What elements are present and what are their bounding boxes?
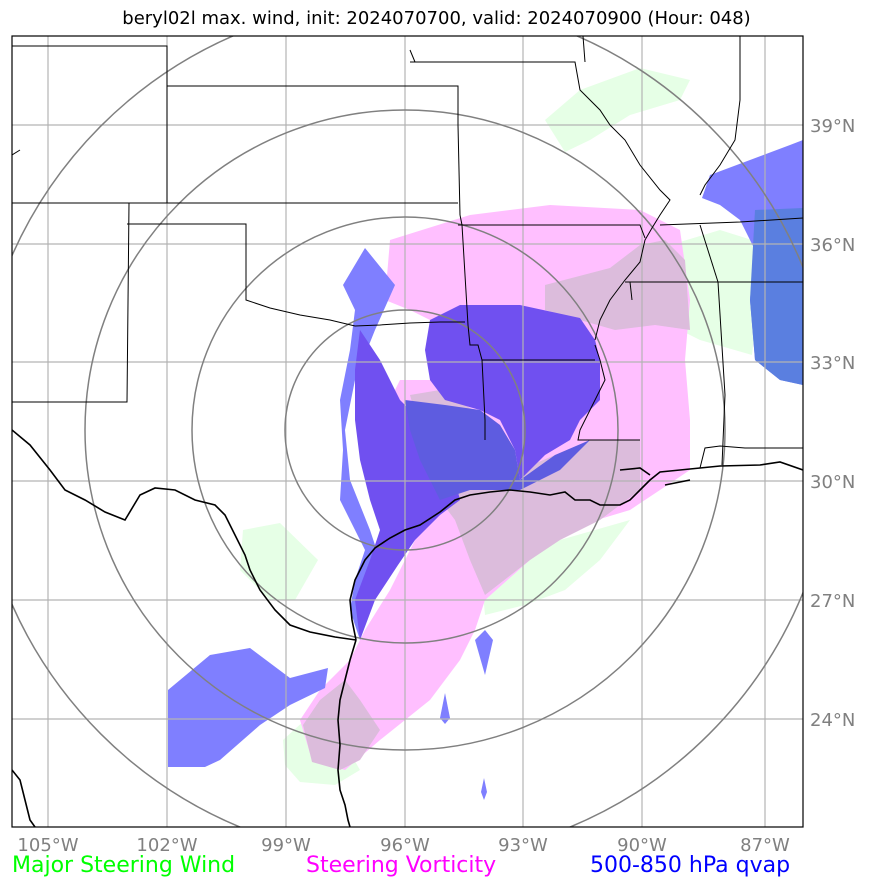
lat-label: 39°N — [810, 116, 855, 137]
qvap-region — [475, 630, 493, 675]
page-title: beryl02l max. wind, init: 2024070700, va… — [122, 8, 751, 29]
qvap-region — [425, 305, 600, 480]
map-frame — [11, 35, 804, 828]
lon-label: 93°W — [498, 835, 548, 856]
qvap-region — [340, 248, 395, 640]
graticule — [12, 36, 803, 827]
lat-label: 27°N — [810, 591, 855, 612]
qvap-region — [405, 400, 590, 500]
lon-label: 90°W — [617, 835, 667, 856]
qvap-region — [355, 330, 460, 640]
range-ring — [284, 309, 526, 551]
steering-wind-region — [480, 520, 630, 615]
lon-label: 102°W — [136, 835, 197, 856]
lat-label: 33°N — [810, 353, 855, 374]
lon-label: 96°W — [380, 835, 430, 856]
lat-label: 36°N — [810, 235, 855, 256]
latitude-labels: 39°N 36°N 33°N 30°N 27°N 24°N — [810, 116, 855, 731]
lat-label: 24°N — [810, 710, 855, 731]
coastline — [12, 429, 803, 827]
qvap-region — [168, 648, 328, 767]
lat-label: 30°N — [810, 472, 855, 493]
range-ring — [84, 109, 726, 751]
qvap-region — [440, 693, 450, 724]
steering-wind-region — [545, 68, 690, 152]
legend-steering-wind: Major Steering Wind — [12, 853, 236, 878]
longitude-labels: 105°W 102°W 99°W 96°W 93°W 90°W 87°W — [17, 835, 790, 856]
lon-label: 99°W — [261, 835, 311, 856]
range-rings — [12, 36, 803, 827]
qvap-layer — [168, 140, 803, 800]
range-ring — [191, 216, 619, 644]
steering-wind-region — [240, 523, 318, 600]
lon-label: 105°W — [17, 835, 78, 856]
qvap-region — [481, 778, 487, 800]
legend-qvap: 500-850 hPa qvap — [590, 853, 791, 878]
qvap-region — [750, 208, 803, 385]
lon-label: 87°W — [740, 835, 790, 856]
legend-steering-vorticity: Steering Vorticity — [306, 853, 497, 878]
state-boundaries — [12, 36, 803, 469]
steering-wind-layer — [240, 68, 758, 785]
overlap-region — [545, 240, 690, 330]
